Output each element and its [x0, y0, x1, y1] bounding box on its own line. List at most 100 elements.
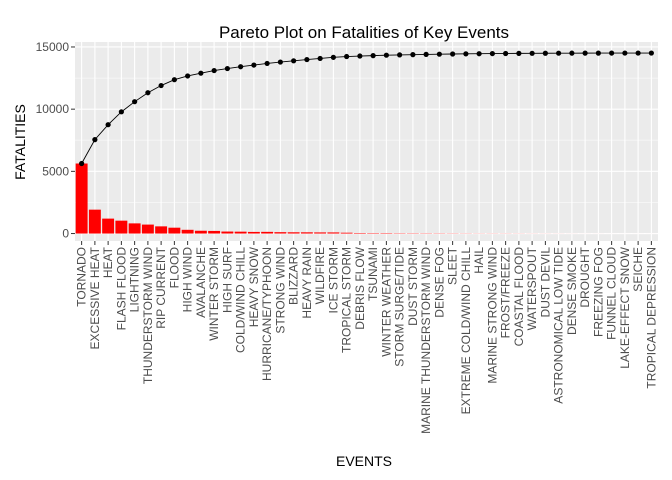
cumulative-point — [503, 50, 509, 57]
cumulative-point — [264, 60, 270, 67]
x-tick-label: FREEZING FOG — [591, 247, 605, 337]
bar — [274, 232, 287, 234]
bar — [102, 218, 115, 234]
cumulative-point — [251, 62, 257, 68]
x-axis-label: EVENTS — [336, 453, 392, 469]
cumulative-point — [304, 56, 310, 63]
x-tick-label: WILDFIRE — [313, 247, 327, 304]
x-tick-label: STRONG WIND — [273, 247, 287, 334]
cumulative-point — [383, 52, 389, 58]
x-tick-label: SEICHE — [631, 247, 645, 292]
cumulative-point — [344, 53, 350, 60]
x-tick-label: COASTAL FLOOD — [512, 247, 526, 347]
cumulative-point — [648, 50, 654, 56]
cumulative-point — [463, 51, 469, 57]
x-tick-label: MARINE THUNDERSTORM WIND — [419, 247, 433, 434]
bar — [340, 232, 353, 234]
x-tick-label: ICE STORM — [326, 247, 340, 313]
x-tick-label: COLD/WIND CHILL — [234, 247, 248, 353]
x-tick-label: HAIL — [472, 247, 486, 274]
cumulative-point — [330, 54, 336, 60]
y-tick-label: 5000 — [42, 164, 69, 178]
cumulative-point — [489, 50, 495, 57]
x-tick-label: WINTER STORM — [207, 247, 221, 341]
bar — [300, 232, 313, 234]
cumulative-point — [423, 51, 429, 58]
cumulative-point — [622, 50, 628, 56]
x-axis: TORNADO EXCESSIVE HEAT HEAT FLASH FLOOD LIGH… — [75, 241, 658, 434]
bar — [314, 232, 327, 234]
cumulative-point — [105, 122, 111, 128]
x-tick-label: DUST STORM — [406, 247, 420, 326]
x-tick-label: TORNADO — [75, 247, 89, 307]
cumulative-point — [516, 50, 522, 56]
cumulative-point — [291, 58, 297, 64]
cumulative-point — [277, 59, 283, 65]
x-tick-label: DUST DEVIL — [538, 247, 552, 318]
x-tick-label: DENSE FOG — [432, 247, 446, 318]
x-tick-label: SLEET — [446, 246, 460, 285]
x-tick-label: LIGHTNING — [128, 247, 142, 312]
cumulative-point — [582, 50, 588, 56]
cumulative-point — [450, 51, 456, 57]
plot-panel — [75, 42, 658, 241]
x-tick-label: FLOOD — [167, 247, 181, 289]
bar — [115, 220, 128, 234]
x-tick-label: FROST/FREEZE — [499, 247, 513, 338]
x-tick-label: WATERSPOUT — [525, 246, 539, 330]
x-tick-label: WINTER WEATHER — [379, 247, 393, 357]
cumulative-point — [609, 50, 615, 56]
cumulative-point — [145, 90, 151, 96]
cumulative-point — [132, 99, 138, 105]
cumulative-point — [635, 50, 641, 56]
bar — [128, 223, 141, 234]
bar — [141, 224, 154, 234]
major-gridlines — [75, 42, 658, 241]
cumulative-point — [118, 109, 124, 115]
x-tick-label: LAKE-EFFECT SNOW — [618, 246, 632, 368]
y-tick-label: 0 — [62, 227, 69, 241]
bar — [75, 163, 88, 234]
x-tick-label: THUNDERSTORM WIND — [141, 247, 155, 384]
cumulative-point — [529, 50, 535, 56]
x-tick-label: TROPICAL DEPRESSION — [644, 247, 658, 389]
cumulative-point — [569, 50, 575, 56]
x-tick-label: FUNNEL CLOUD — [605, 247, 619, 340]
cumulative-point — [79, 160, 85, 167]
cumulative-point — [211, 67, 217, 74]
bar — [181, 229, 194, 234]
cumulative-point — [595, 50, 601, 56]
cumulative-point — [397, 52, 403, 58]
x-tick-label: MARINE STRONG WIND — [485, 247, 499, 384]
bar — [247, 231, 260, 234]
x-tick-label: HIGH WIND — [181, 247, 195, 313]
cumulative-point — [171, 77, 177, 83]
bar — [88, 209, 101, 234]
cumulative-point — [476, 51, 482, 57]
bar — [327, 232, 340, 234]
x-tick-label: TROPICAL STORM — [340, 247, 354, 353]
cumulative-point — [556, 50, 562, 56]
minor-gridlines — [75, 77, 658, 203]
cumulative-point — [198, 70, 204, 76]
bar — [221, 231, 234, 234]
cumulative-point — [224, 65, 230, 72]
bar — [208, 230, 221, 234]
cumulative-point — [238, 64, 244, 70]
x-tick-label: HEAVY SNOW — [247, 246, 261, 327]
x-tick-label: HIGH SURF — [220, 247, 234, 313]
cumulative-point — [436, 51, 442, 57]
x-tick-label: HEAT — [101, 246, 115, 278]
bar — [155, 226, 168, 234]
x-tick-label: FLASH FLOOD — [114, 247, 128, 331]
chart-title: Pareto Plot on Fatalities of Key Events — [219, 23, 509, 42]
bar — [194, 230, 207, 234]
x-tick-label: HURRICANE/TYPHOON — [260, 247, 274, 381]
x-tick-label: HEAVY RAIN — [300, 247, 314, 319]
x-tick-label: STORM SURGE/TIDE — [393, 247, 407, 367]
bar — [168, 227, 181, 234]
bar — [287, 232, 300, 234]
cumulative-point — [92, 137, 98, 143]
cumulative-point — [185, 73, 191, 79]
